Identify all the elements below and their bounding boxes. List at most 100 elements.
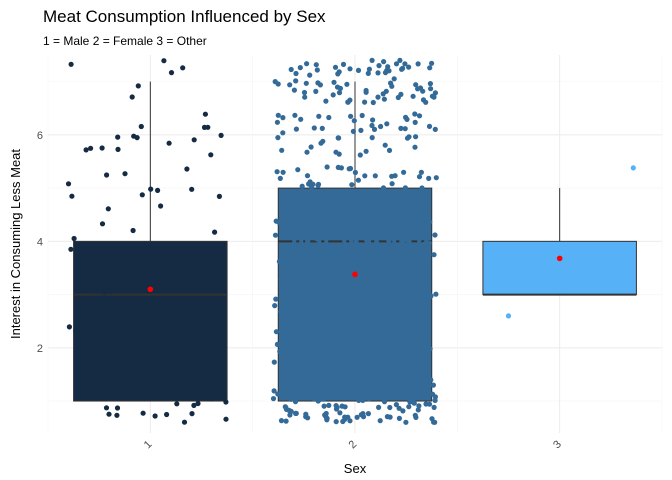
jitter-point	[389, 330, 395, 336]
jitter-point	[100, 250, 106, 256]
jitter-point	[386, 147, 393, 153]
jitter-point	[393, 402, 399, 408]
jitter-point	[381, 206, 387, 212]
jitter-point	[304, 61, 310, 67]
jitter-point	[401, 169, 407, 175]
jitter-point	[383, 338, 389, 344]
mean-marker	[352, 271, 358, 278]
jitter-point	[270, 396, 277, 402]
jitter-point	[342, 288, 348, 294]
jitter-point	[433, 175, 439, 181]
jitter-point	[427, 219, 433, 225]
jitter-point	[282, 404, 288, 410]
jitter-point	[410, 230, 416, 237]
jitter-point	[365, 191, 371, 198]
jitter-point	[410, 346, 416, 353]
jitter-point	[327, 230, 333, 236]
x-tick-label: 3	[551, 438, 564, 451]
jitter-point	[393, 353, 400, 359]
jitter-point	[371, 126, 378, 132]
jitter-point	[406, 64, 412, 70]
jitter-point	[361, 364, 368, 370]
jitter-point	[292, 399, 299, 405]
jitter-point	[386, 68, 392, 74]
jitter-point	[382, 142, 388, 148]
jitter-point	[305, 415, 311, 421]
jitter-point	[68, 246, 74, 252]
jitter-point	[387, 414, 393, 420]
jitter-point	[335, 348, 341, 355]
jitter-point	[345, 99, 351, 105]
jitter-point	[288, 66, 294, 73]
jitter-point	[325, 337, 331, 343]
jitter-point	[108, 289, 114, 295]
jitter-point	[413, 134, 419, 140]
jitter-point	[419, 185, 425, 191]
jitter-point	[333, 419, 339, 425]
jitter-point	[275, 81, 281, 87]
jitter-point	[359, 112, 365, 119]
jitter-point	[189, 411, 195, 417]
jitter-point	[75, 359, 82, 365]
jitter-point	[319, 254, 325, 260]
jitter-point	[366, 396, 372, 402]
jitter-point	[400, 408, 406, 414]
jitter-point	[411, 400, 417, 406]
jitter-point	[101, 289, 108, 295]
jitter-point	[197, 337, 203, 343]
jitter-point	[367, 287, 373, 293]
jitter-point	[336, 244, 342, 250]
jitter-point	[362, 304, 368, 310]
jitter-point	[343, 282, 350, 288]
jitter-point	[355, 67, 362, 73]
jitter-point	[275, 135, 281, 141]
jitter-point	[309, 297, 315, 303]
jitter-point	[152, 381, 159, 387]
jitter-point	[403, 290, 409, 296]
jitter-point	[405, 350, 412, 356]
jitter-point	[420, 324, 426, 330]
jitter-point	[214, 378, 220, 384]
jitter-point	[73, 328, 79, 334]
jitter-point	[297, 194, 303, 200]
jitter-point	[421, 342, 427, 348]
jitter-point	[311, 396, 317, 402]
jitter-point	[279, 252, 285, 258]
jitter-point	[378, 123, 384, 130]
jitter-point	[333, 394, 339, 400]
jitter-point	[367, 385, 373, 391]
jitter-point	[427, 81, 433, 87]
jitter-point	[197, 305, 203, 311]
jitter-point	[371, 379, 377, 385]
jitter-point	[342, 416, 348, 422]
jitter-point	[406, 391, 412, 397]
jitter-point	[301, 89, 308, 96]
jitter-point	[351, 356, 358, 362]
jitter-point	[279, 291, 285, 298]
jitter-point	[208, 396, 214, 402]
jitter-point	[347, 66, 353, 72]
jitter-point	[275, 112, 281, 118]
jitter-point	[320, 138, 326, 144]
jitter-point	[158, 203, 164, 209]
jitter-point	[332, 386, 338, 392]
jitter-point	[146, 379, 152, 385]
jitter-point	[285, 339, 291, 345]
jitter-point	[307, 325, 313, 331]
jitter-point	[167, 254, 173, 260]
jitter-point	[319, 259, 325, 265]
jitter-point	[271, 388, 277, 394]
jitter-point	[406, 404, 412, 410]
jitter-point	[382, 346, 388, 352]
jitter-point	[420, 395, 426, 401]
jitter-point	[415, 61, 421, 67]
jitter-point	[273, 329, 279, 335]
jitter-point	[340, 61, 347, 67]
jitter-point	[432, 397, 438, 403]
jitter-point	[317, 82, 323, 88]
jitter-point	[218, 132, 224, 138]
jitter-point	[362, 173, 368, 179]
jitter-point	[305, 238, 311, 244]
jitter-point	[295, 167, 301, 173]
